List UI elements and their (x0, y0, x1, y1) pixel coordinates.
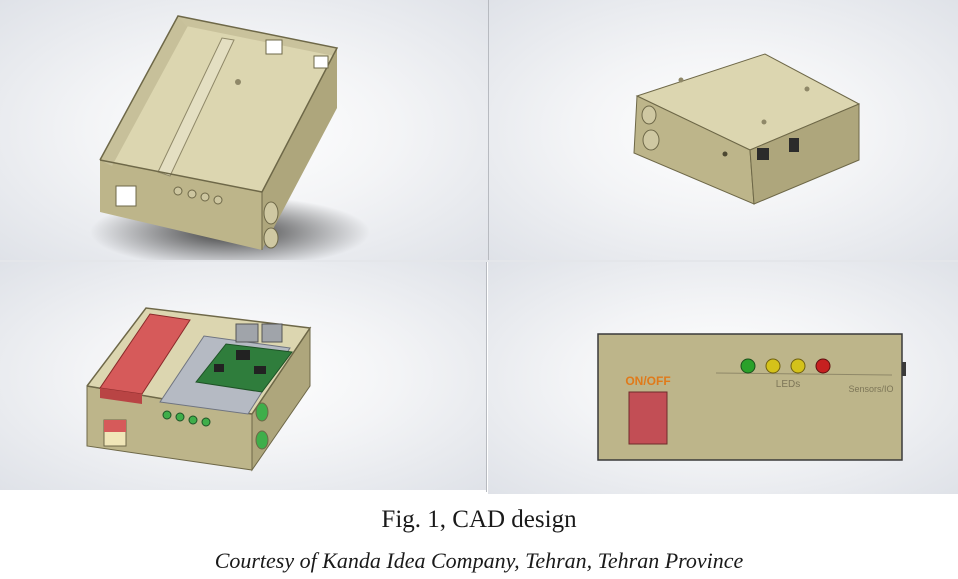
enclosure-closed-view (489, 0, 958, 260)
panel-divider (486, 262, 487, 492)
led-yellow-2 (790, 358, 806, 374)
leds-label: LEDs (776, 379, 800, 390)
switch-label: ON/OFF (625, 374, 670, 388)
enclosure-with-electronics-view (0, 262, 486, 490)
enclosure-front-view: ON/OFF LEDs Sensors/IO (488, 262, 958, 494)
figure-caption: Fig. 1, CAD design (381, 506, 577, 533)
led-green (740, 358, 756, 374)
connector-label: Sensors/IO (848, 384, 893, 394)
enclosure-empty-top-view (0, 0, 488, 260)
panel-divider (488, 0, 489, 262)
power-switch (628, 391, 668, 445)
led-red (815, 358, 831, 374)
figure-credit: Courtesy of Kanda Idea Company, Tehran, … (214, 548, 744, 573)
led-yellow-1 (765, 358, 781, 374)
panel-divider (0, 260, 958, 262)
